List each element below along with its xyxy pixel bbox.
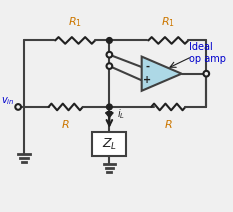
Text: $Z_L$: $Z_L$ (102, 137, 117, 152)
Circle shape (203, 71, 209, 77)
Text: +: + (143, 75, 151, 85)
Text: $v_{in}$: $v_{in}$ (1, 95, 14, 107)
Circle shape (15, 104, 21, 110)
Circle shape (106, 63, 112, 69)
FancyBboxPatch shape (92, 132, 127, 156)
Text: $i_L$: $i_L$ (117, 108, 125, 121)
Polygon shape (142, 57, 182, 91)
Text: $R$: $R$ (164, 118, 173, 130)
FancyArrow shape (106, 112, 113, 117)
Text: $R$: $R$ (61, 118, 70, 130)
Circle shape (106, 38, 112, 43)
Text: -: - (145, 62, 149, 72)
Text: $R_1$: $R_1$ (68, 15, 82, 29)
Text: $R_1$: $R_1$ (161, 15, 175, 29)
Circle shape (106, 104, 112, 110)
Text: Ideal
op amp: Ideal op amp (189, 42, 226, 64)
Circle shape (106, 52, 112, 57)
